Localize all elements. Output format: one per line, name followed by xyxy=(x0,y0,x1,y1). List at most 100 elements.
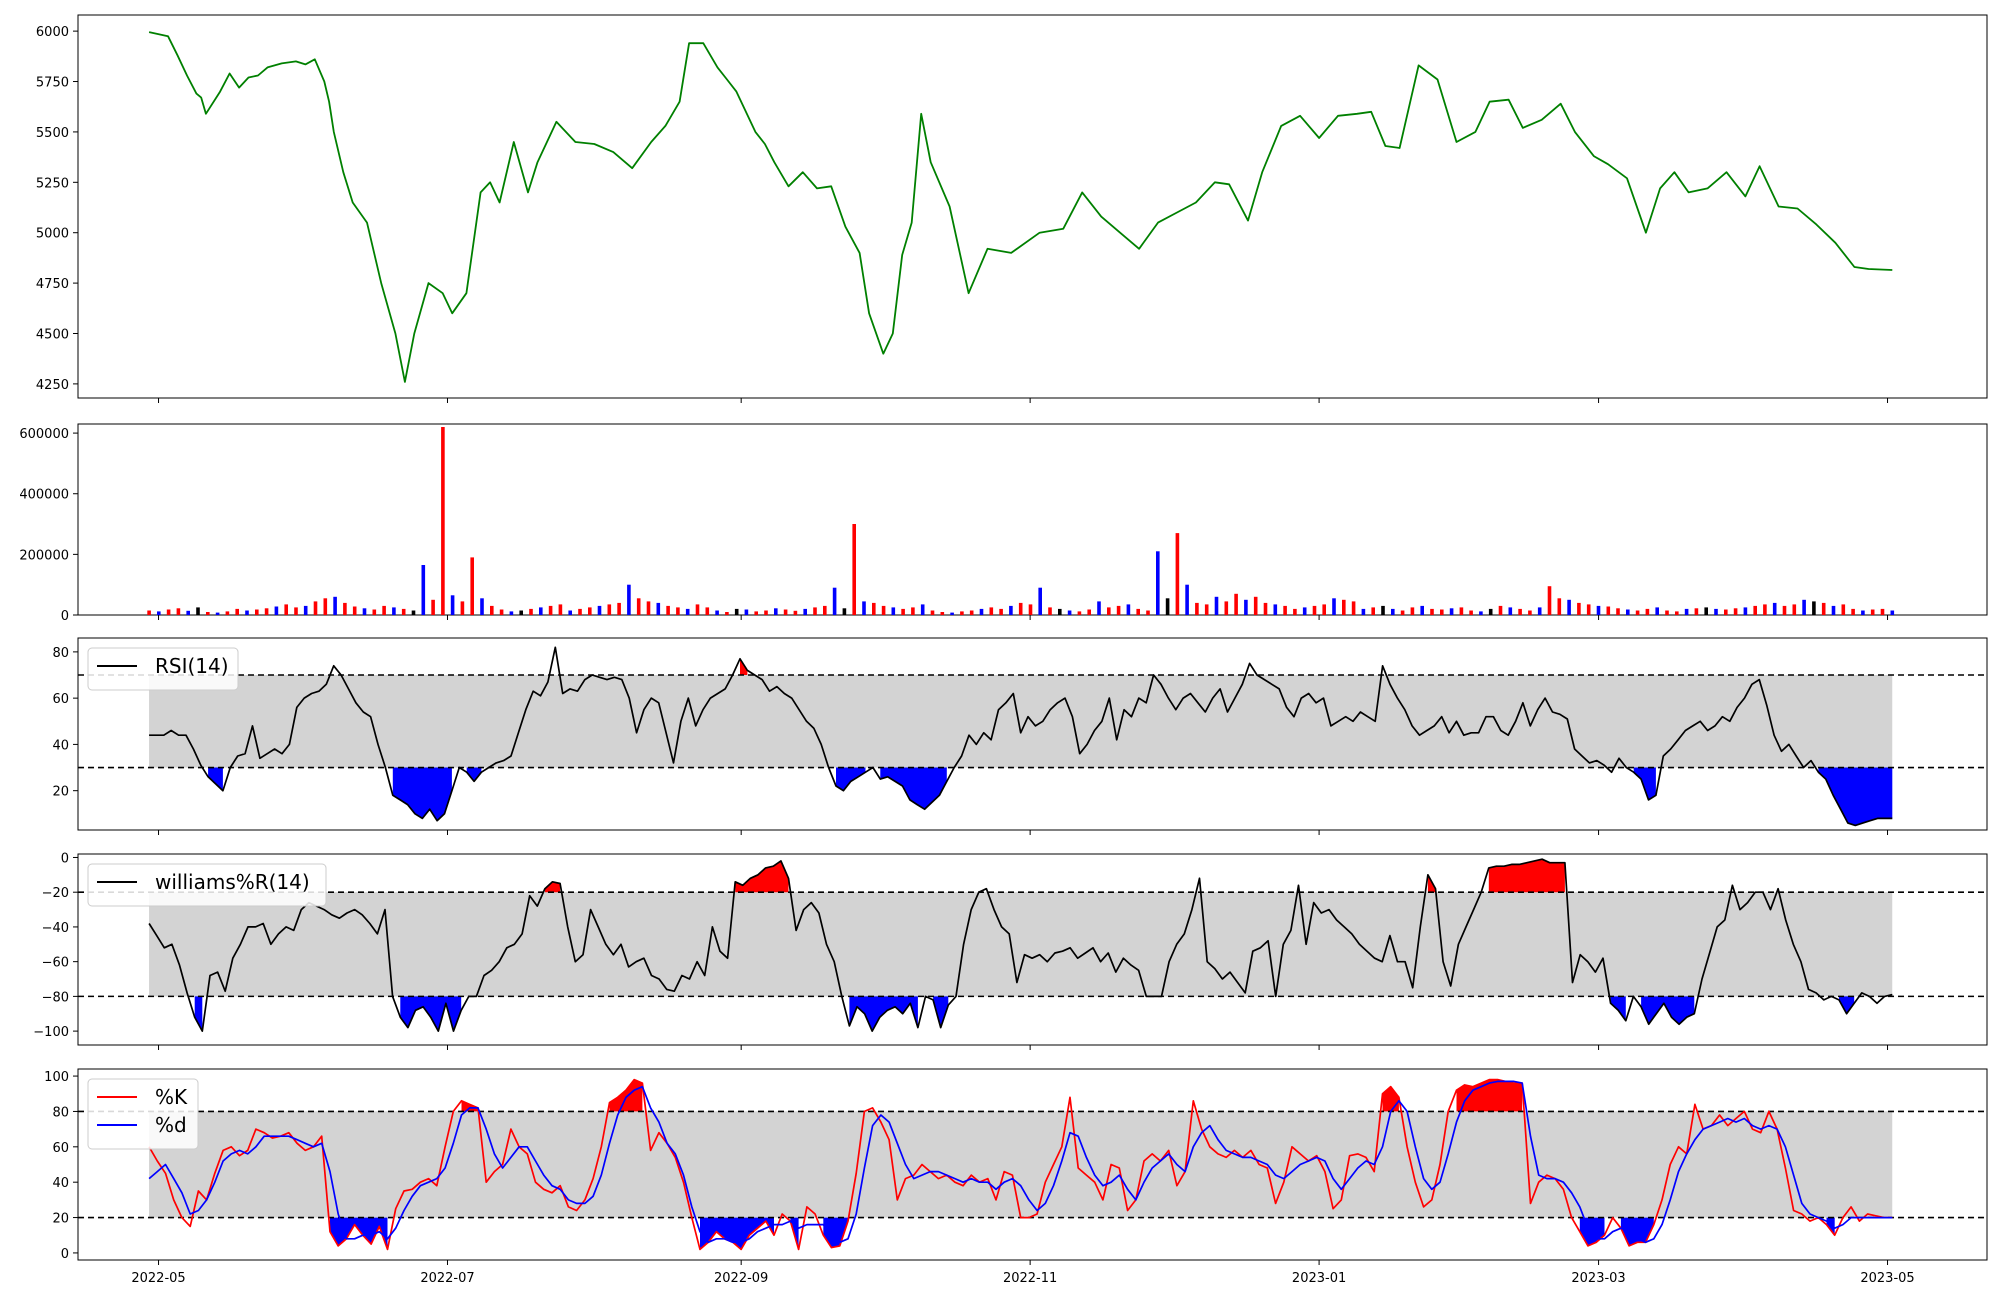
volume-bar xyxy=(450,595,455,615)
volume-bar xyxy=(284,604,288,615)
volume-bar xyxy=(1694,608,1699,615)
volume-bar xyxy=(783,609,788,615)
stochastic-oversold-fill xyxy=(700,1217,774,1250)
volume-bar xyxy=(1322,604,1326,615)
volume-bar xyxy=(1283,605,1287,615)
volume-bar xyxy=(558,604,563,615)
williams-y-tick-label: −40 xyxy=(42,921,69,936)
volume-bar xyxy=(1782,605,1787,615)
volume-bar xyxy=(734,608,739,615)
volume-bar xyxy=(206,612,210,615)
volume-bar xyxy=(1792,604,1797,615)
williams-overbought-fill xyxy=(544,881,561,893)
williams-oversold-fill xyxy=(849,996,918,1032)
volume-bar xyxy=(1831,605,1836,615)
stochastic-y-tick-label: 40 xyxy=(52,1176,69,1191)
volume-bar xyxy=(392,607,396,615)
volume-panel-frame xyxy=(77,423,1988,616)
volume-bar xyxy=(754,611,758,615)
x-tick-label: 2023-03 xyxy=(1571,1271,1625,1286)
volume-bar xyxy=(1293,608,1297,615)
volume-bar xyxy=(1851,608,1855,615)
volume-bar xyxy=(881,605,886,615)
stochastic-y-tick-label: 60 xyxy=(52,1141,69,1156)
rsi-line-0 xyxy=(149,646,1893,827)
rsi-x-axis xyxy=(158,830,1889,835)
williams-y-tick-label: 0 xyxy=(61,851,69,866)
volume-bar xyxy=(1009,605,1013,615)
volume-bar xyxy=(597,605,602,615)
williams-line-0 xyxy=(148,858,1893,1032)
volume-bar xyxy=(352,606,357,615)
volume-bar xyxy=(656,602,661,615)
volume-bar xyxy=(1077,611,1082,615)
volume-bar xyxy=(1518,608,1522,615)
rsi-y-tick-label: 40 xyxy=(52,738,69,753)
stochastic-y-tick-label: 20 xyxy=(52,1212,69,1227)
volume-bar xyxy=(1743,607,1748,615)
volume-bar xyxy=(509,611,514,615)
rsi-y-axis: 20 40 60 80 xyxy=(52,646,78,800)
rsi-oversold-fill xyxy=(466,767,482,782)
volume-bar xyxy=(1841,604,1846,615)
price-y-tick-label: 5000 xyxy=(36,227,69,242)
volume-bar xyxy=(705,607,710,615)
volume-bar xyxy=(264,608,269,615)
x-tick-label: 2022-11 xyxy=(1003,1271,1057,1286)
volume-bar xyxy=(480,598,484,615)
williams-oversold-fill xyxy=(1641,996,1695,1025)
volume-bar xyxy=(1430,608,1434,615)
williams-oversold-fill xyxy=(1839,996,1855,1014)
volume-bar xyxy=(715,610,719,615)
volume-bar xyxy=(1087,609,1091,615)
volume-bar xyxy=(1459,607,1464,615)
stochastic-legend-label: %K xyxy=(155,1085,188,1109)
volume-bar xyxy=(646,601,651,615)
williams-y-tick-label: −100 xyxy=(33,1025,69,1040)
volume-bar xyxy=(225,611,230,615)
stochastic-x-axis: 2022-05 2022-07 2022-09 2022-11 2023-01 2023-… xyxy=(131,1260,1915,1286)
rsi-oversold-fill xyxy=(392,767,452,821)
volume-bar xyxy=(930,610,935,615)
volume-bar xyxy=(1420,605,1424,615)
volume-bar xyxy=(852,524,856,615)
volume-bar xyxy=(1537,607,1542,615)
volume-bar xyxy=(1204,604,1209,615)
williams-legend: williams%R(14) xyxy=(87,863,327,907)
volume-bar xyxy=(372,609,377,615)
volume-bar xyxy=(1449,608,1454,615)
volume-bar xyxy=(1028,604,1033,615)
williams-overbought-fill xyxy=(735,860,789,893)
volume-bar xyxy=(1596,605,1601,615)
volume-bar xyxy=(1802,599,1806,615)
volume-bar xyxy=(744,609,749,615)
volume-y-tick-label: 0 xyxy=(61,609,69,624)
x-tick-label: 2023-05 xyxy=(1860,1271,1914,1286)
rsi-y-tick-label: 20 xyxy=(52,785,69,800)
volume-bar xyxy=(627,584,631,615)
volume-bar xyxy=(1361,608,1366,615)
price-y-tick-label: 5750 xyxy=(36,76,69,91)
volume-bar xyxy=(1400,610,1405,615)
volume-bar xyxy=(1185,584,1189,615)
williams-oversold-fill xyxy=(194,996,203,1032)
volume-bar xyxy=(166,609,171,615)
rsi-y-tick-label: 60 xyxy=(52,692,69,707)
volume-bar xyxy=(1038,587,1042,615)
volume-bar xyxy=(1821,602,1826,615)
volume-bar xyxy=(1018,602,1023,615)
rsi-oversold-fill xyxy=(1633,767,1656,800)
volume-bar xyxy=(695,604,700,615)
volume-bar xyxy=(333,596,337,615)
volume-bar xyxy=(1116,605,1121,615)
price-y-tick-label: 4500 xyxy=(36,327,69,342)
stochastic-panel-frame xyxy=(77,1068,1988,1261)
stochastic-oversold-fill xyxy=(330,1217,388,1250)
price-line xyxy=(148,31,1893,383)
stochastic-oversold-fill xyxy=(1579,1217,1605,1246)
stochastic-oversold-fill xyxy=(1620,1217,1654,1246)
volume-y-tick-label: 200000 xyxy=(19,548,69,563)
volume-bar xyxy=(235,608,239,615)
rsi-oversold-fill xyxy=(1818,767,1893,826)
volume-bar xyxy=(901,608,905,615)
